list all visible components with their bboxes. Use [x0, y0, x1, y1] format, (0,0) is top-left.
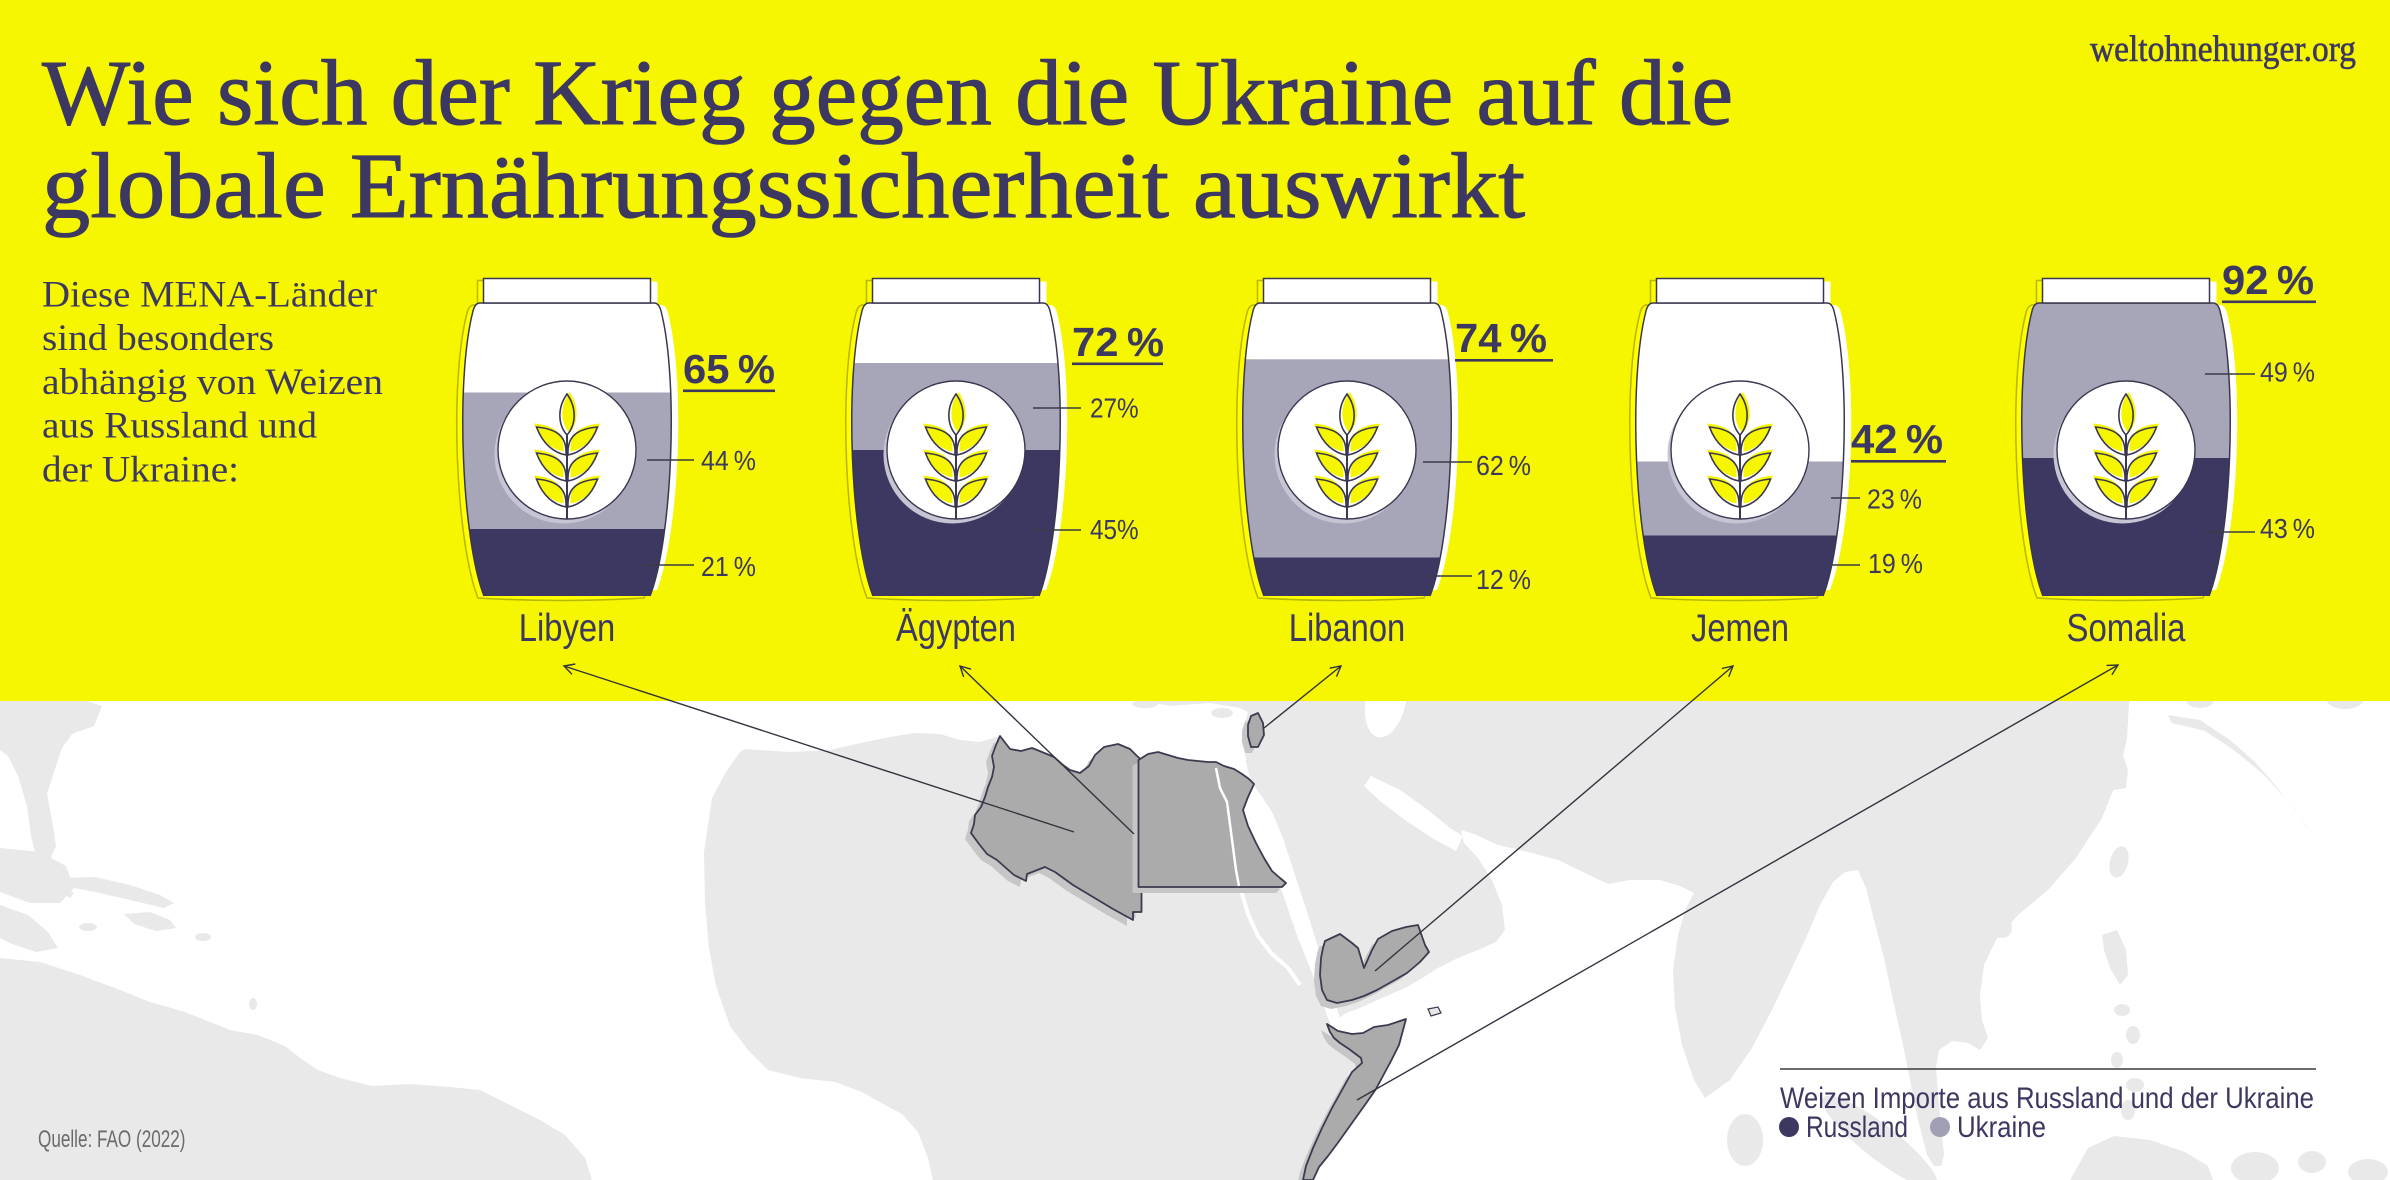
svg-text:21 %: 21 % [701, 551, 756, 582]
svg-text:der Ukraine:: der Ukraine: [42, 449, 239, 490]
svg-text:65 %: 65 % [683, 346, 775, 392]
svg-text:49 %: 49 % [2260, 357, 2315, 388]
svg-text:19 %: 19 % [1868, 548, 1923, 579]
svg-text:Jemen: Jemen [1691, 607, 1789, 650]
svg-text:74 %: 74 % [1455, 315, 1547, 361]
svg-text:Diese MENA-Länder: Diese MENA-Länder [42, 275, 378, 316]
svg-text:abhängig von Weizen: abhängig von Weizen [42, 362, 383, 403]
svg-text:27%: 27% [1090, 393, 1139, 424]
svg-text:92 %: 92 % [2222, 257, 2314, 303]
svg-text:Russland: Russland [1806, 1111, 1908, 1144]
svg-text:weltohnehunger.org: weltohnehunger.org [2090, 29, 2356, 70]
svg-text:Weizen Importe aus Russland un: Weizen Importe aus Russland und der Ukra… [1780, 1082, 2314, 1115]
svg-text:Somalia: Somalia [2067, 607, 2186, 650]
svg-text:12 %: 12 % [1476, 564, 1531, 595]
svg-text:aus Russland und: aus Russland und [42, 406, 317, 447]
svg-text:Libanon: Libanon [1289, 607, 1406, 650]
svg-text:45%: 45% [1090, 514, 1139, 545]
svg-text:Wie sich der Krieg gegen die U: Wie sich der Krieg gegen die Ukraine auf… [42, 42, 1733, 145]
svg-text:43 %: 43 % [2260, 513, 2315, 544]
svg-text:44 %: 44 % [701, 445, 756, 476]
svg-text:Ägypten: Ägypten [896, 607, 1016, 650]
svg-text:sind besonders: sind besonders [42, 318, 274, 359]
svg-text:globale Ernährungssicherheit a: globale Ernährungssicherheit auswirkt [42, 135, 1525, 238]
svg-text:Ukraine: Ukraine [1957, 1111, 2046, 1144]
svg-text:42 %: 42 % [1851, 416, 1943, 462]
svg-text:Quelle: FAO (2022): Quelle: FAO (2022) [38, 1126, 186, 1153]
svg-text:62 %: 62 % [1476, 450, 1531, 481]
svg-text:23 %: 23 % [1867, 484, 1922, 515]
svg-text:Libyen: Libyen [519, 607, 616, 650]
svg-text:72 %: 72 % [1072, 319, 1164, 365]
